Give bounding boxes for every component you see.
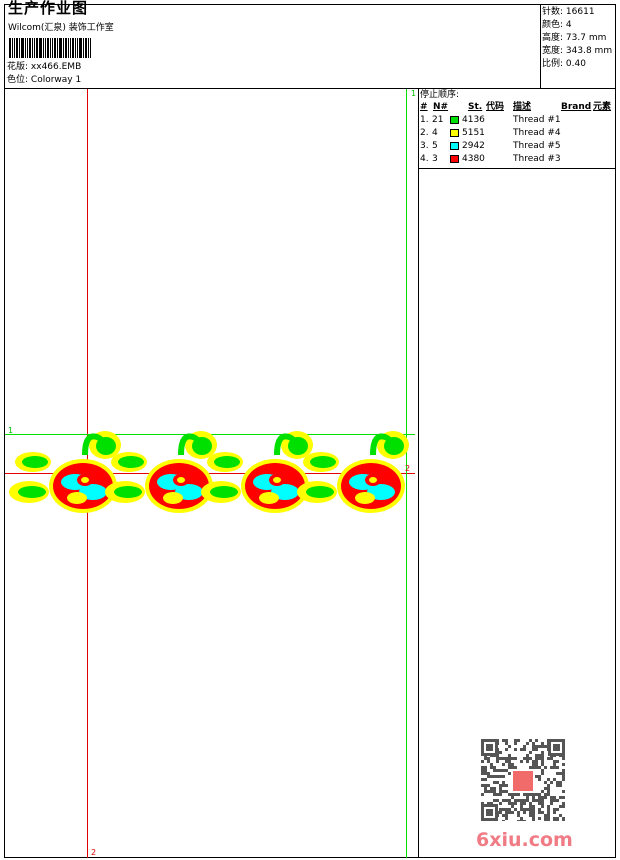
thread-code: 4380	[462, 154, 485, 164]
color-swatch	[450, 116, 459, 124]
barcode-bar	[57, 38, 58, 58]
barcode-bar	[65, 38, 67, 58]
barcode-bar	[9, 38, 11, 58]
company-name: Wilcom(汇泉) 装饰工作室	[8, 23, 114, 33]
red-horizontal-guide	[5, 473, 415, 474]
table-row: 3. 5 2942 Thread #5	[420, 141, 616, 154]
barcode-bar	[25, 38, 26, 58]
table-row: 2. 4 5151 Thread #4	[420, 128, 616, 141]
thread-description: Thread #4	[513, 128, 561, 138]
embroidery-design	[0, 420, 420, 520]
info-scale: 比例: 0.40	[542, 59, 586, 69]
table-row: 1. 21 4136 Thread #1	[420, 115, 616, 128]
row-number: 4.	[420, 154, 429, 164]
page-title: 生产作业图	[8, 0, 89, 17]
rose-motif	[9, 431, 121, 513]
barcode-bar	[45, 38, 46, 58]
barcode-bar	[34, 38, 35, 58]
page-frame	[4, 4, 616, 858]
rose-motif	[201, 431, 313, 513]
row-stops: 3	[432, 154, 438, 164]
table-row: 4. 3 4380 Thread #3	[420, 154, 616, 167]
colorway-label: 色位:	[7, 75, 29, 85]
design-value: xx466.EMB	[30, 62, 82, 72]
info-colors: 颜色: 4	[542, 20, 572, 30]
info-stitches: 针数: 16611	[542, 7, 595, 17]
barcode-bar	[72, 38, 74, 58]
barcode-bar	[83, 38, 84, 58]
row-number: 3.	[420, 141, 429, 151]
barcode-bar	[90, 38, 91, 58]
barcode-bar	[79, 38, 82, 58]
thread-code: 2942	[462, 141, 485, 151]
barcode-bar	[21, 38, 24, 58]
stop-sequence-table: 停止顺序: # N# St. 代码 描述 Brand 元素 1. 21 4136…	[420, 89, 616, 167]
barcode-bar	[47, 38, 49, 58]
barcode	[9, 38, 121, 58]
barcode-bar	[14, 38, 15, 58]
color-swatch	[450, 142, 459, 150]
barcode-bar	[39, 38, 42, 58]
stop-sequence-title: 停止顺序:	[420, 90, 460, 100]
guide-label: 1	[8, 426, 14, 435]
design-file: 花版: xx466.EMB	[7, 62, 81, 73]
row-stops: 21	[432, 115, 444, 125]
info-height: 高度: 73.7 mm	[542, 33, 607, 43]
info-width: 宽度: 343.8 mm	[542, 46, 613, 56]
watermark-logo: 6xiu.com	[476, 829, 573, 851]
row-number: 1.	[420, 115, 429, 125]
color-swatch	[450, 129, 459, 137]
barcode-bar	[32, 38, 33, 58]
barcode-bar	[68, 38, 69, 58]
barcode-bar	[85, 38, 87, 58]
barcode-bar	[19, 38, 20, 58]
thread-code: 4136	[462, 115, 485, 125]
barcode-bar	[75, 38, 76, 58]
thread-description: Thread #3	[513, 154, 561, 164]
info-box: 针数: 16611 颜色: 4 高度: 73.7 mm 宽度: 343.8 mm…	[542, 6, 612, 71]
colorway: 色位: Colorway 1	[7, 75, 81, 86]
rose-motif	[297, 431, 409, 513]
row-stops: 5	[432, 141, 438, 151]
header-divider	[4, 88, 616, 89]
color-swatch	[450, 155, 459, 163]
barcode-bar	[50, 38, 51, 58]
info-divider	[540, 4, 541, 88]
barcode-bar	[27, 38, 28, 58]
row-stops: 4	[432, 128, 438, 138]
barcode-bar	[12, 38, 13, 58]
panel-divider	[418, 88, 419, 858]
panel-table-divider	[418, 168, 616, 169]
thread-code: 5151	[462, 128, 485, 138]
rose-motif	[105, 431, 217, 513]
design-label: 花版:	[7, 62, 29, 72]
barcode-bar	[59, 38, 62, 58]
thread-description: Thread #5	[513, 141, 561, 151]
guide-label: 2	[405, 464, 411, 473]
barcode-bar	[54, 38, 56, 58]
thread-description: Thread #1	[513, 115, 561, 125]
barcode-bar	[52, 38, 53, 58]
table-header: # N# St. 代码 描述 Brand 元素	[420, 102, 612, 112]
barcode-bar	[36, 38, 38, 58]
green-vertical-guide	[406, 89, 407, 858]
guide-label: 1	[411, 89, 417, 98]
row-number: 2.	[420, 128, 429, 138]
barcode-bar	[77, 38, 78, 58]
barcode-bar	[43, 38, 44, 58]
guide-label: 2	[91, 848, 97, 857]
barcode-bar	[29, 38, 31, 58]
colorway-value: Colorway 1	[30, 75, 82, 85]
barcode-bar	[70, 38, 71, 58]
qr-code-icon	[481, 739, 565, 821]
barcode-bar	[63, 38, 64, 58]
barcode-bar	[88, 38, 89, 58]
barcode-bar	[16, 38, 18, 58]
